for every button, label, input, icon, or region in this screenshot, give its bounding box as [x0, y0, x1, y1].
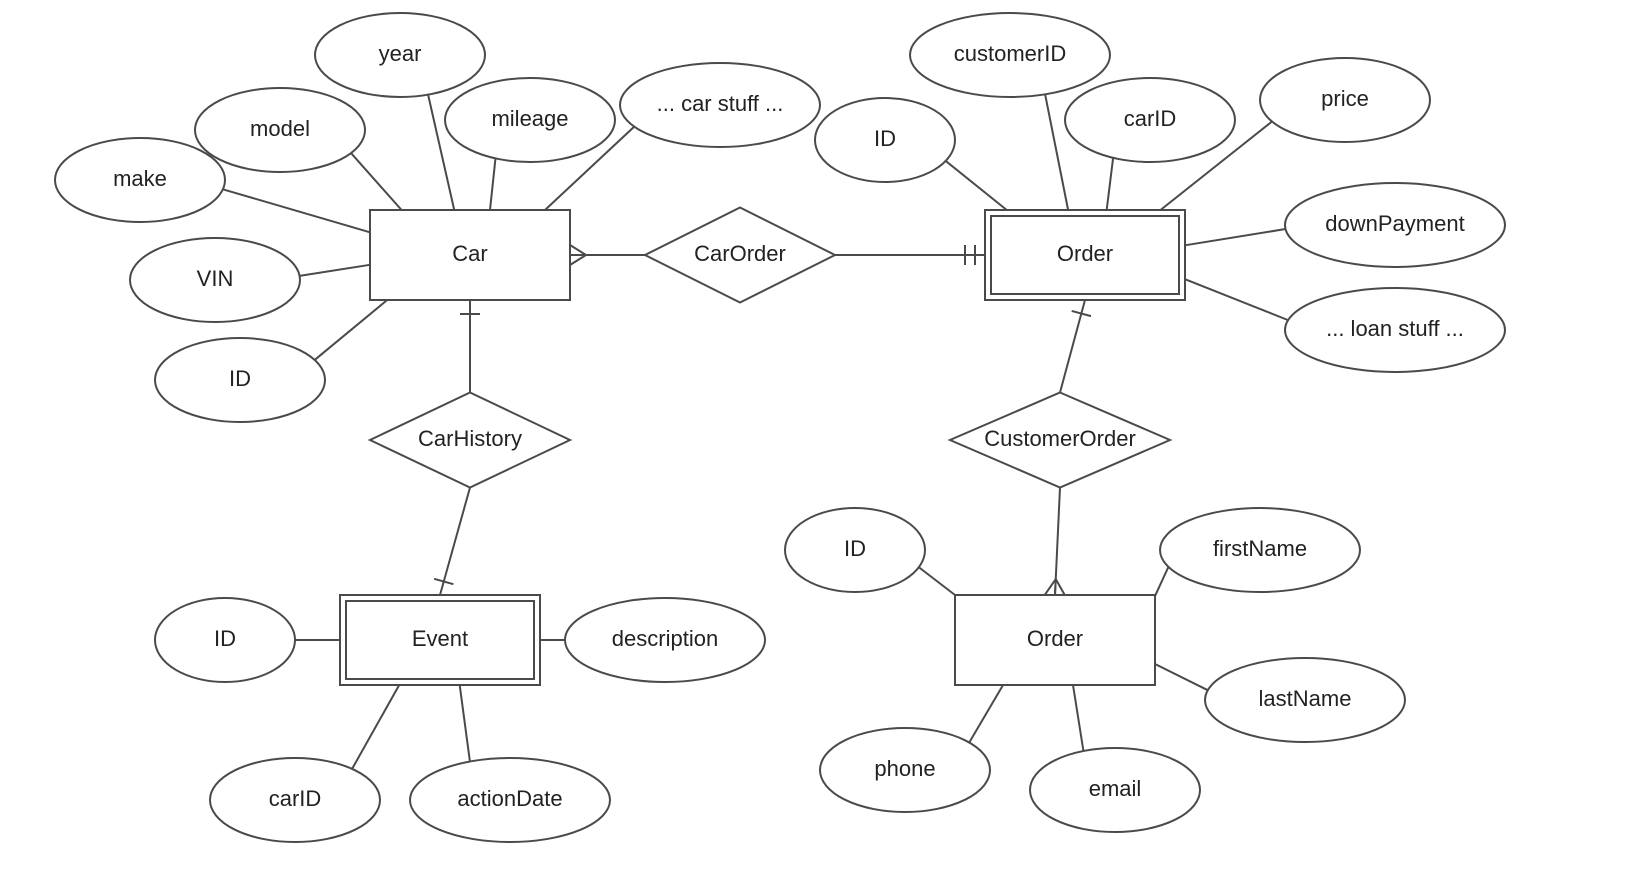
attribute-car_stuff: ... car stuff ... — [620, 63, 820, 147]
attribute-label: ... loan stuff ... — [1326, 316, 1464, 341]
attribute-cu_id: ID — [785, 508, 925, 592]
attr-edge — [1155, 664, 1208, 690]
attribute-ord_loan: ... loan stuff ... — [1285, 288, 1505, 372]
entity-label: Event — [412, 626, 468, 651]
attribute-car_vin: VIN — [130, 238, 300, 322]
relationship-carorder: CarOrder — [645, 208, 835, 303]
attribute-label: phone — [874, 756, 935, 781]
attribute-ord_carid: carID — [1065, 78, 1235, 162]
entity-order2: Order — [955, 595, 1155, 685]
attr-edge — [1155, 567, 1168, 596]
attribute-cu_email: email — [1030, 748, 1200, 832]
entity-car: Car — [370, 210, 570, 300]
attribute-ord_price: price — [1260, 58, 1430, 142]
entity-order1: Order — [985, 210, 1185, 300]
attribute-label: carID — [1124, 106, 1177, 131]
attribute-ord_id: ID — [815, 98, 955, 182]
attribute-label: ID — [844, 536, 866, 561]
attribute-label: year — [379, 41, 422, 66]
attr-edge — [1045, 94, 1068, 210]
attr-edge — [946, 161, 1007, 210]
attr-edge — [969, 685, 1003, 742]
relationship-label: CustomerOrder — [984, 426, 1136, 451]
attribute-ord_custid: customerID — [910, 13, 1110, 97]
attribute-car_mileage: mileage — [445, 78, 615, 162]
attribute-label: ID — [214, 626, 236, 651]
rel-edge — [440, 488, 470, 596]
attribute-ev_desc: description — [565, 598, 765, 682]
attribute-ev_date: actionDate — [410, 758, 610, 842]
attribute-label: model — [250, 116, 310, 141]
attribute-label: price — [1321, 86, 1369, 111]
attribute-label: email — [1089, 776, 1142, 801]
attribute-label: ... car stuff ... — [657, 91, 784, 116]
attribute-label: customerID — [954, 41, 1066, 66]
attribute-car_make: make — [55, 138, 225, 222]
attr-edge — [315, 300, 388, 360]
relationship-customerorder: CustomerOrder — [950, 393, 1170, 488]
attribute-ev_carid: carID — [210, 758, 380, 842]
entity-label: Order — [1057, 241, 1113, 266]
relationship-label: CarHistory — [418, 426, 522, 451]
attribute-label: VIN — [197, 266, 234, 291]
rel-edge — [1055, 488, 1060, 596]
attr-edge — [351, 153, 402, 210]
attribute-label: mileage — [491, 106, 568, 131]
attribute-car_id: ID — [155, 338, 325, 422]
entity-event: Event — [340, 595, 540, 685]
attr-edge — [300, 265, 370, 276]
attr-edge — [919, 567, 955, 595]
attr-edge — [1073, 685, 1083, 751]
attribute-car_model: model — [195, 88, 365, 172]
attr-edge — [1185, 279, 1288, 320]
attr-edge — [490, 158, 495, 210]
er-diagram-canvas: CarOrderEventOrderCarOrderCarHistoryCust… — [0, 0, 1631, 894]
attribute-label: actionDate — [457, 786, 562, 811]
attribute-label: downPayment — [1325, 211, 1464, 236]
attr-edge — [223, 189, 370, 232]
attr-edge — [1107, 158, 1113, 210]
attribute-label: make — [113, 166, 167, 191]
attr-edge — [352, 685, 399, 769]
attribute-label: lastName — [1259, 686, 1352, 711]
attribute-label: ID — [229, 366, 251, 391]
shapes-layer: CarOrderEventOrderCarOrderCarHistoryCust… — [55, 13, 1505, 842]
attribute-cu_phone: phone — [820, 728, 990, 812]
attribute-label: ID — [874, 126, 896, 151]
entity-label: Car — [452, 241, 487, 266]
attribute-car_year: year — [315, 13, 485, 97]
attribute-label: carID — [269, 786, 322, 811]
attribute-label: firstName — [1213, 536, 1307, 561]
relationship-label: CarOrder — [694, 241, 786, 266]
attribute-ord_down: downPayment — [1285, 183, 1505, 267]
attr-edge — [1185, 229, 1286, 245]
relationship-carhistory: CarHistory — [370, 393, 570, 488]
attribute-label: description — [612, 626, 718, 651]
entity-label: Order — [1027, 626, 1083, 651]
attribute-ev_id: ID — [155, 598, 295, 682]
attribute-cu_last: lastName — [1205, 658, 1405, 742]
attribute-cu_first: firstName — [1160, 508, 1360, 592]
attr-edge — [460, 685, 470, 762]
